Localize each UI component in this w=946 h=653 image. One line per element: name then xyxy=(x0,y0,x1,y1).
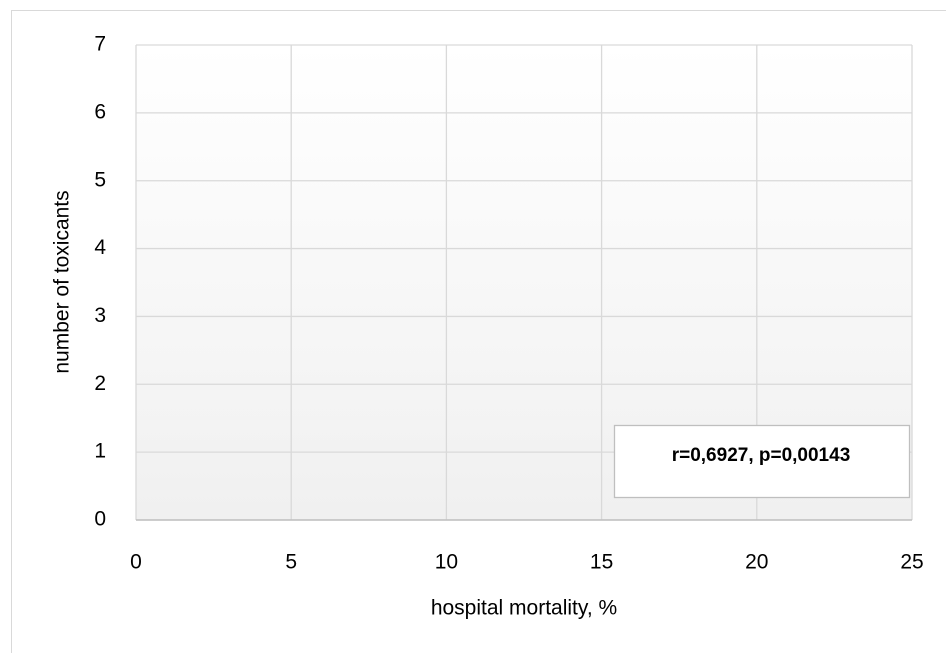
y-tick-label: 4 xyxy=(94,236,106,259)
y-tick-label: 3 xyxy=(94,304,106,327)
y-tick-label: 6 xyxy=(94,100,106,123)
y-tick-label: 2 xyxy=(94,372,106,395)
x-tick-label: 15 xyxy=(590,551,613,574)
y-tick-label: 1 xyxy=(94,440,106,463)
y-axis-label: number of toxicants xyxy=(51,190,74,373)
x-tick-label: 10 xyxy=(435,551,458,574)
x-tick-label: 5 xyxy=(285,551,297,574)
x-tick-label: 0 xyxy=(130,551,142,574)
y-tick-label: 5 xyxy=(94,168,106,191)
x-tick-label: 25 xyxy=(900,551,923,574)
y-tick-label: 7 xyxy=(94,33,106,56)
annotation: r=0,6927, p=0,00143 xyxy=(672,445,851,466)
annotation-box xyxy=(613,424,911,499)
x-tick-label: 20 xyxy=(745,551,768,574)
y-tick-label: 0 xyxy=(94,508,106,531)
x-axis-label: hospital mortality, % xyxy=(431,597,617,620)
